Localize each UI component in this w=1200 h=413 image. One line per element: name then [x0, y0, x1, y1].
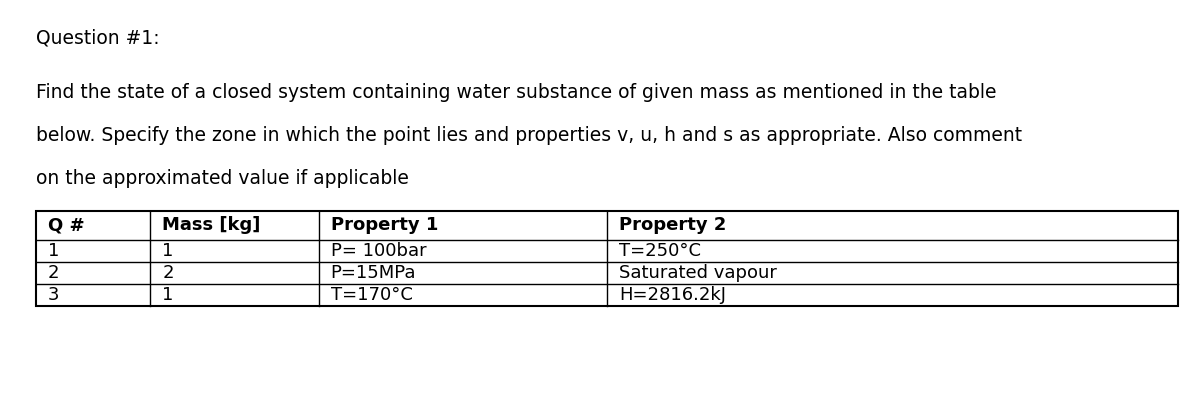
Text: Property 2: Property 2: [619, 216, 726, 234]
Text: H=2816.2kJ: H=2816.2kJ: [619, 286, 726, 304]
Text: 3: 3: [48, 286, 60, 304]
Text: 2: 2: [48, 264, 60, 282]
Text: 1: 1: [162, 286, 174, 304]
Text: P= 100bar: P= 100bar: [330, 242, 426, 260]
Text: on the approximated value if applicable: on the approximated value if applicable: [36, 169, 409, 188]
Text: 1: 1: [48, 242, 59, 260]
Text: T=170°C: T=170°C: [330, 286, 413, 304]
Bar: [36, 211, 1178, 306]
Text: Find the state of a closed system containing water substance of given mass as me: Find the state of a closed system contai…: [36, 83, 996, 102]
Text: Property 1: Property 1: [330, 216, 438, 234]
Text: below. Specify the zone in which the point lies and properties v, u, h and s as : below. Specify the zone in which the poi…: [36, 126, 1022, 145]
Text: Question #1:: Question #1:: [36, 29, 160, 48]
Text: 2: 2: [162, 264, 174, 282]
Text: Saturated vapour: Saturated vapour: [619, 264, 778, 282]
Text: 1: 1: [162, 242, 174, 260]
Text: P=15MPa: P=15MPa: [330, 264, 416, 282]
Text: Q #: Q #: [48, 216, 85, 234]
Text: T=250°C: T=250°C: [619, 242, 701, 260]
Text: Mass [kg]: Mass [kg]: [162, 216, 260, 234]
